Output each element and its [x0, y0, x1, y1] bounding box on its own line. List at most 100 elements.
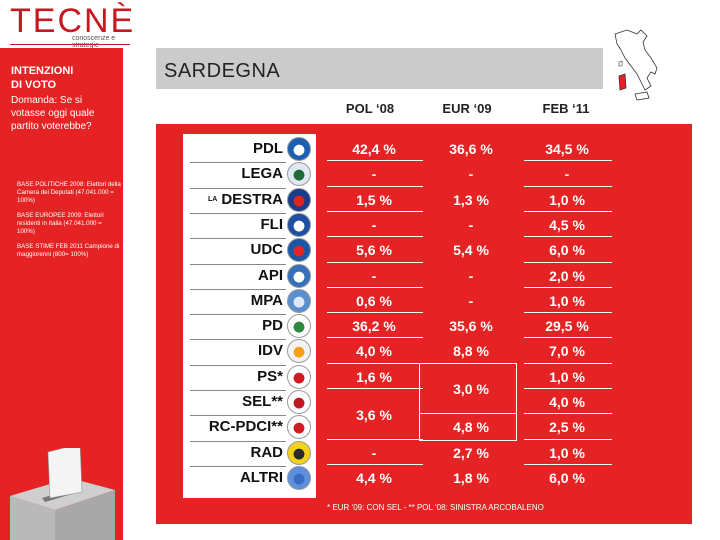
lega-icon [287, 162, 311, 187]
fli-icon [287, 212, 311, 237]
party-label: PDL [183, 138, 283, 160]
party-name: API [257, 266, 283, 284]
note-stime: BASE STIME FEB 2011 Campione di maggiore… [17, 243, 120, 258]
party-label: IDV [183, 340, 283, 362]
row-divider [190, 187, 286, 189]
eur09-merged-box [419, 362, 517, 441]
value-cell: 1,0 % [549, 292, 585, 309]
value-cell: 1,0 % [549, 368, 585, 385]
row-divider [190, 162, 286, 164]
row-divider [190, 263, 286, 265]
value-divider [524, 286, 612, 288]
party-name: UDC [250, 241, 284, 259]
party-label: PD [183, 315, 283, 337]
merged-value-cell: 3,0 % [453, 381, 489, 398]
value-cell: 34,5 % [545, 141, 589, 157]
party-name: PDL [253, 140, 283, 157]
note-europee: BASE EUROPEE 2009: Elettori residenti in… [17, 212, 104, 235]
value-cell: 1,8 % [453, 469, 489, 486]
value-cell: 6,0 % [549, 469, 585, 486]
value-divider [524, 236, 612, 238]
ballot-box-icon [10, 448, 115, 540]
value-divider [524, 261, 612, 263]
value-divider [327, 337, 423, 339]
value-cell: 42,4 % [352, 141, 396, 157]
column-header-feb11: FEB ‘11 [542, 101, 590, 116]
logo-underline [10, 44, 130, 45]
destra-icon [287, 187, 311, 212]
value-cell: 2,7 % [453, 444, 489, 461]
rad-icon [287, 440, 311, 465]
value-cell: 7,0 % [549, 343, 585, 360]
value-divider [524, 337, 612, 339]
pdl-icon [287, 137, 311, 161]
value-divider [327, 388, 423, 389]
value-cell: 1,3 % [453, 191, 489, 208]
altri-icon [287, 465, 311, 490]
row-divider [190, 390, 286, 391]
udc-icon [287, 238, 311, 263]
value-divider [524, 463, 612, 465]
party-name: FLI [260, 215, 284, 233]
value-divider [327, 261, 423, 263]
party-name: LEGA [241, 165, 283, 183]
sidebar-title: INTENZIONI DI VOTO [11, 64, 73, 92]
footnote: * EUR ‘09: CON SEL - ** POL ‘08: SINISTR… [327, 503, 544, 512]
italy-map-icon [614, 29, 658, 101]
mpa-icon [287, 288, 311, 313]
value-cell: - [468, 166, 474, 183]
party-label: ALTRI [183, 467, 283, 489]
party-name: SEL** [242, 393, 283, 410]
value-divider [327, 312, 423, 314]
eur09-merged-divider [419, 413, 517, 415]
value-cell: 36,6 % [449, 141, 493, 157]
party-label: API [183, 265, 283, 287]
value-cell: 4,0 % [356, 343, 392, 360]
party-label: RC-PDCI** [183, 416, 283, 438]
value-cell: - [468, 216, 474, 233]
row-divider [190, 238, 286, 240]
value-divider [524, 160, 612, 162]
sel-icon [287, 390, 311, 414]
region-title: SARDEGNA [164, 60, 281, 82]
party-label: LEGA [183, 163, 283, 185]
sidebar-title-line1: INTENZIONI [11, 65, 74, 77]
value-divider [327, 438, 423, 440]
sidebar-question: Domanda: Se si votasse oggi quale partit… [11, 95, 95, 132]
value-cell: 2,0 % [549, 267, 585, 284]
column-header-eur09: EUR ‘09 [442, 101, 492, 116]
value-cell: 1,6 % [356, 368, 392, 385]
value-cell: 2,5 % [549, 419, 585, 436]
party-name: ALTRI [239, 468, 283, 486]
party-name: DESTRA [221, 190, 283, 208]
value-cell: 4,8 % [453, 419, 489, 436]
row-divider [190, 440, 286, 442]
party-label: FLI [183, 214, 284, 236]
row-divider [190, 465, 286, 467]
party-name: MPA [250, 291, 283, 309]
value-cell: 5,6 % [356, 242, 392, 259]
value-cell: 6,0 % [549, 242, 585, 259]
region-header: SARDEGNA [156, 48, 603, 89]
party-label-prefix: LA [207, 195, 218, 203]
value-cell: 35,6 % [449, 318, 493, 335]
tecne-logo: TECNÈ conoscenze e strategie [10, 4, 133, 49]
logo-tagline: conoscenze e strategie [72, 35, 116, 49]
value-divider [524, 362, 612, 364]
value-divider [327, 185, 423, 187]
value-cell: - [371, 216, 377, 233]
api-icon [287, 263, 311, 288]
value-cell: 29,5 % [545, 318, 589, 335]
party-name: PS* [257, 367, 283, 385]
value-cell: - [371, 166, 377, 183]
merged-value-cell: 3,6 % [356, 406, 392, 423]
value-divider [327, 463, 423, 465]
note-politiche: BASE POLITICHE 2008: Elettori della Came… [17, 181, 121, 204]
value-cell: 4,5 % [549, 216, 585, 233]
party-name: RAD [250, 443, 284, 461]
value-cell: - [371, 444, 377, 461]
party-name: IDV [257, 342, 283, 360]
party-label: RAD [183, 442, 284, 464]
row-divider [190, 364, 286, 366]
value-cell: 8,8 % [453, 343, 489, 360]
